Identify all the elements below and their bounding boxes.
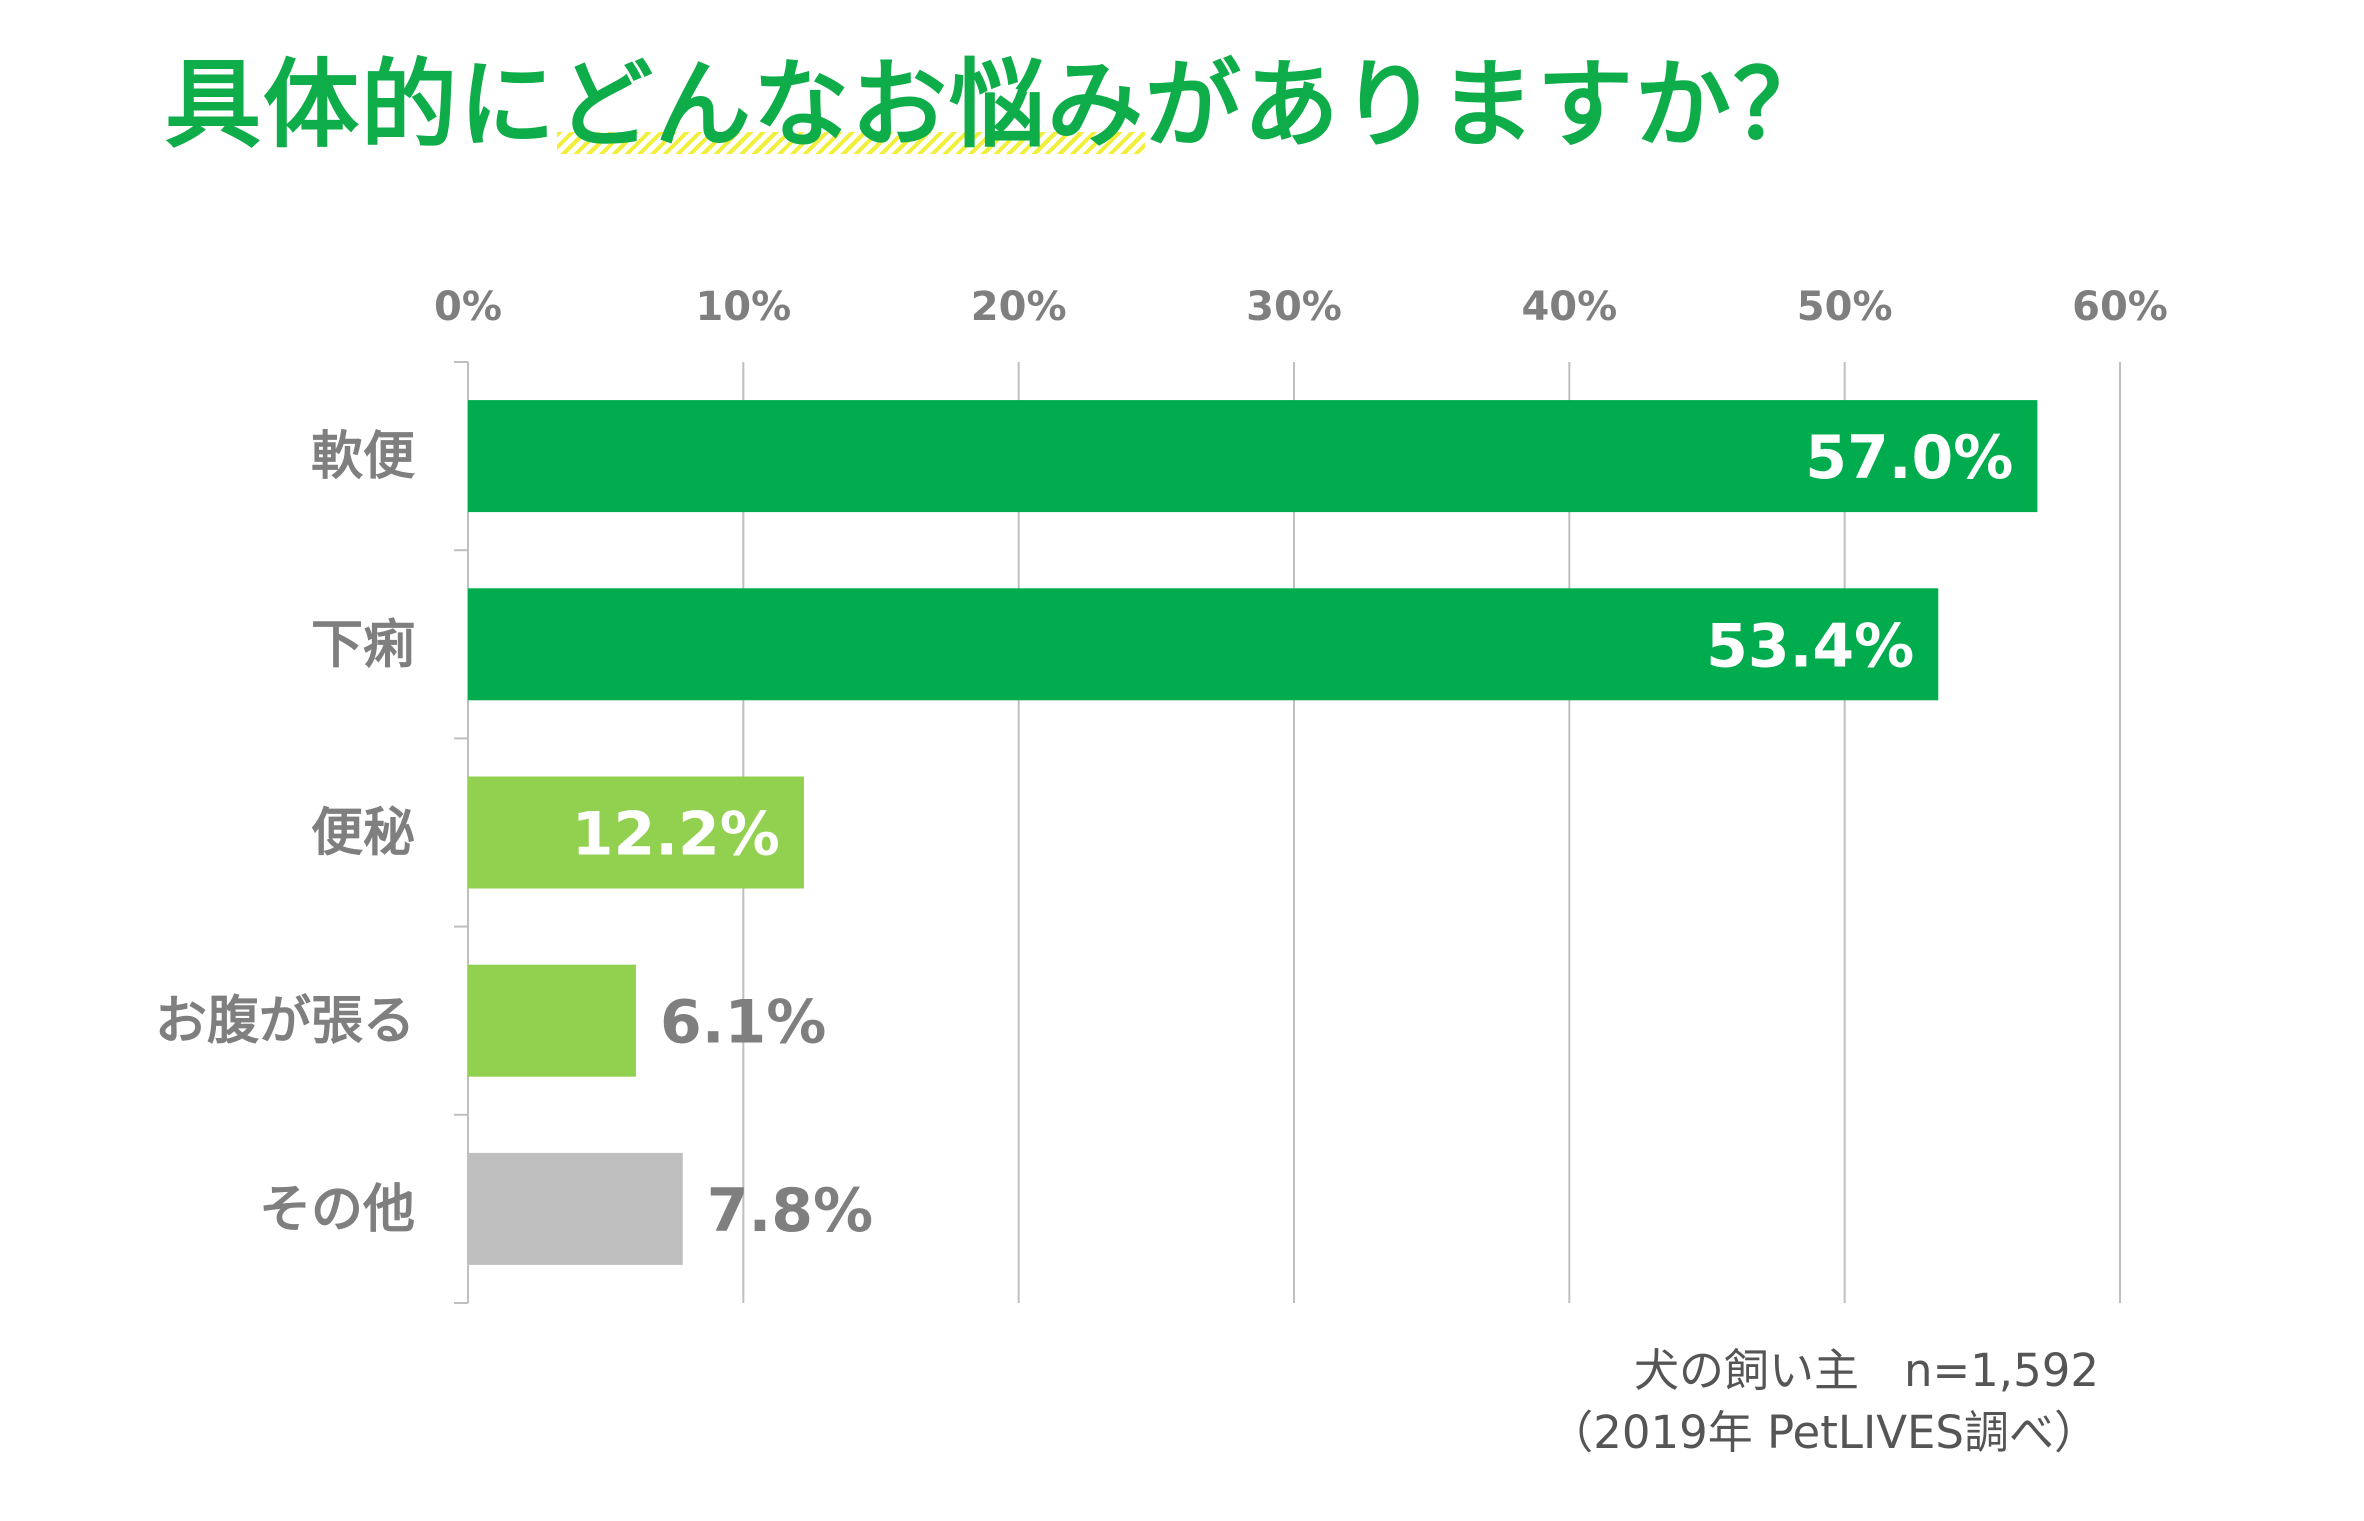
title-text-after: がありますか？ — [1145, 49, 1831, 161]
x-tick-label: 0% — [434, 284, 502, 330]
footnote: 犬の飼い主 n=1,592 （2019年 PetLIVES調べ） — [1548, 1340, 2099, 1464]
bar — [468, 1152, 683, 1265]
category-label: お腹が張る — [155, 992, 415, 1052]
category-label: その他 — [259, 1180, 415, 1240]
chart-title: 具体的にどんなお悩みがありますか？ — [165, 35, 1831, 175]
category-axis — [454, 361, 469, 1304]
bars — [468, 400, 2038, 1265]
x-tick-label: 50% — [1797, 284, 1893, 330]
x-tick-label: 60% — [2072, 284, 2168, 330]
category-label: 下痢 — [311, 615, 415, 675]
data-label: 7.8% — [707, 1176, 873, 1246]
footnote-source: （2019年 PetLIVES調べ） — [1548, 1406, 2099, 1459]
bar — [468, 964, 636, 1077]
data-label: 6.1% — [660, 988, 826, 1058]
x-tick-label: 20% — [971, 284, 1067, 330]
title-text-highlight: どんなお悩み — [557, 49, 1145, 161]
data-label: 53.4% — [1706, 611, 1914, 681]
footnote-sample: 犬の飼い主 n=1,592 — [1633, 1344, 2099, 1397]
bar — [468, 400, 2038, 513]
x-tick-label: 30% — [1246, 284, 1342, 330]
bar — [468, 776, 804, 889]
data-label: 57.0% — [1805, 423, 2013, 493]
category-label: 便秘 — [311, 804, 415, 864]
x-tick-label: 40% — [1521, 284, 1617, 330]
data-labels: 57.0% 53.4% 12.2% 6.1% 7.8% — [572, 423, 2014, 1246]
data-label: 12.2% — [572, 800, 780, 870]
bar — [468, 588, 1939, 701]
x-tick-labels: 0% 10% 20% 30% 40% 50% 60% — [434, 284, 2168, 330]
x-tick-label: 10% — [695, 284, 791, 330]
title-text-before: 具体的に — [165, 49, 557, 161]
category-label: 軟便 — [311, 427, 416, 487]
